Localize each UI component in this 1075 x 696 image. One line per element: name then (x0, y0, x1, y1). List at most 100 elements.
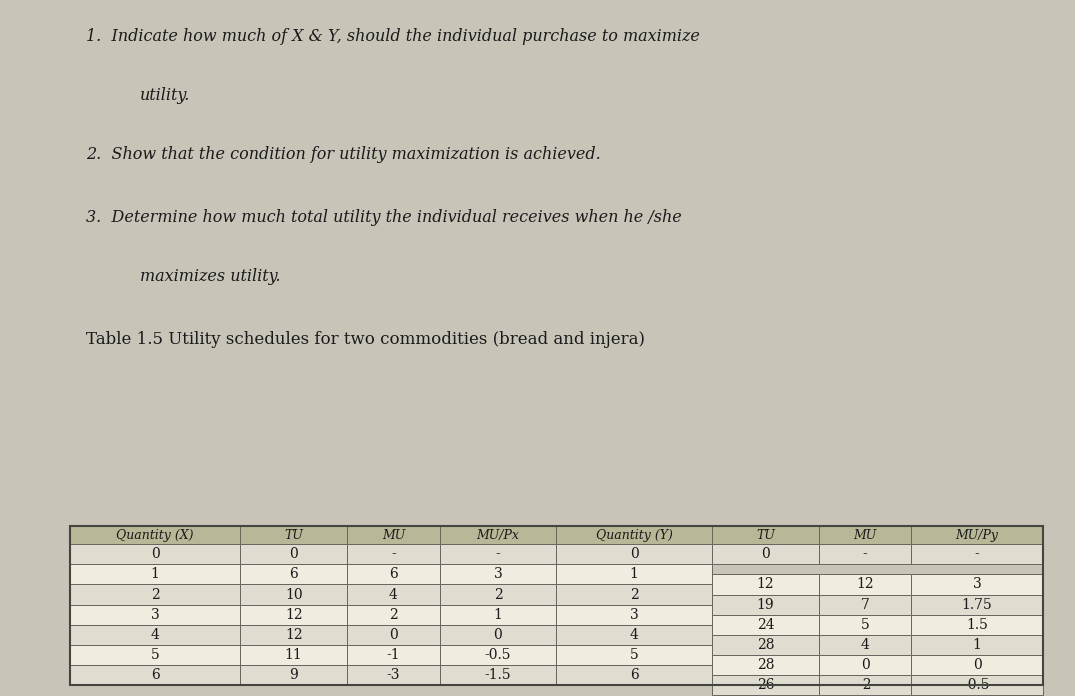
Text: -: - (391, 547, 396, 561)
Text: 2: 2 (493, 587, 502, 601)
Bar (440, 605, 557, 625)
Text: Quantity (X): Quantity (X) (116, 528, 194, 541)
Bar (557, 625, 712, 645)
Text: 11: 11 (285, 648, 302, 662)
Bar (712, 544, 819, 564)
Text: Quantity (Y): Quantity (Y) (596, 528, 673, 541)
Text: -: - (496, 547, 500, 561)
Text: 19: 19 (757, 598, 774, 612)
Text: 0: 0 (493, 628, 502, 642)
Bar (557, 544, 712, 564)
Bar (347, 585, 440, 605)
Bar (912, 635, 1043, 655)
Text: -3: -3 (387, 668, 400, 682)
Bar (819, 594, 912, 615)
Bar (912, 675, 1043, 695)
Bar (347, 665, 440, 685)
Bar (440, 625, 557, 645)
Text: -: - (863, 547, 868, 561)
Text: 4: 4 (861, 638, 870, 652)
Bar (819, 655, 912, 675)
Bar (712, 526, 819, 544)
Text: 5: 5 (151, 648, 159, 662)
Bar (819, 635, 912, 655)
Bar (240, 585, 347, 605)
Text: 1.75: 1.75 (962, 598, 992, 612)
Text: 6: 6 (289, 567, 298, 581)
Text: 2: 2 (151, 587, 159, 601)
Bar (347, 625, 440, 645)
Text: 0: 0 (973, 658, 981, 672)
Text: 1.5: 1.5 (966, 618, 988, 632)
Text: 0: 0 (861, 658, 870, 672)
Text: 3: 3 (630, 608, 639, 622)
Text: -: - (975, 547, 979, 561)
Text: -0.5: -0.5 (964, 678, 990, 692)
Text: 4: 4 (630, 628, 639, 642)
Bar (440, 585, 557, 605)
Bar (240, 625, 347, 645)
Bar (712, 615, 819, 635)
Bar (557, 605, 712, 625)
Text: 6: 6 (151, 668, 159, 682)
Bar (440, 665, 557, 685)
Bar (70, 605, 240, 625)
Text: -0.5: -0.5 (485, 648, 512, 662)
Bar (712, 635, 819, 655)
Bar (347, 564, 440, 585)
Bar (819, 574, 912, 594)
Text: 12: 12 (857, 578, 874, 592)
Text: 28: 28 (757, 658, 774, 672)
Text: MU/Px: MU/Px (476, 528, 519, 541)
Bar (819, 615, 912, 635)
Bar (70, 625, 240, 645)
Text: 2.  Show that the condition for utility maximization is achieved.: 2. Show that the condition for utility m… (86, 146, 601, 163)
Bar (240, 526, 347, 544)
Bar (240, 665, 347, 685)
Bar (912, 615, 1043, 635)
Text: 0: 0 (151, 547, 159, 561)
Text: 2: 2 (389, 608, 398, 622)
Bar (557, 526, 712, 544)
Text: utility.: utility. (140, 87, 190, 104)
Bar (347, 645, 440, 665)
Text: maximizes utility.: maximizes utility. (140, 268, 281, 285)
Text: 0: 0 (389, 628, 398, 642)
Bar (912, 594, 1043, 615)
Bar (912, 655, 1043, 675)
Bar (712, 675, 819, 695)
Text: MU/Py: MU/Py (956, 528, 999, 541)
Text: 5: 5 (630, 648, 639, 662)
Bar (70, 526, 240, 544)
Text: MU: MU (382, 528, 405, 541)
Text: 7: 7 (861, 598, 870, 612)
Text: 12: 12 (285, 628, 302, 642)
Bar (712, 655, 819, 675)
Bar (70, 544, 240, 564)
Text: 12: 12 (285, 608, 302, 622)
Bar (819, 526, 912, 544)
Text: 4: 4 (151, 628, 159, 642)
Bar (240, 544, 347, 564)
Bar (70, 645, 240, 665)
Text: 3: 3 (973, 578, 981, 592)
Text: 0: 0 (630, 547, 639, 561)
Text: -1.5: -1.5 (485, 668, 512, 682)
Bar (70, 526, 1043, 685)
Text: 28: 28 (757, 638, 774, 652)
Bar (440, 645, 557, 665)
Bar (70, 564, 240, 585)
Text: 1: 1 (493, 608, 502, 622)
Bar (912, 544, 1043, 564)
Text: 3.  Determine how much total utility the individual receives when he /she: 3. Determine how much total utility the … (86, 209, 682, 226)
Bar (240, 605, 347, 625)
Bar (440, 526, 557, 544)
Bar (557, 585, 712, 605)
Bar (440, 544, 557, 564)
Text: 0: 0 (761, 547, 770, 561)
Text: -1: -1 (387, 648, 400, 662)
Bar (912, 574, 1043, 594)
Text: 12: 12 (757, 578, 774, 592)
Bar (912, 526, 1043, 544)
Bar (557, 564, 712, 585)
